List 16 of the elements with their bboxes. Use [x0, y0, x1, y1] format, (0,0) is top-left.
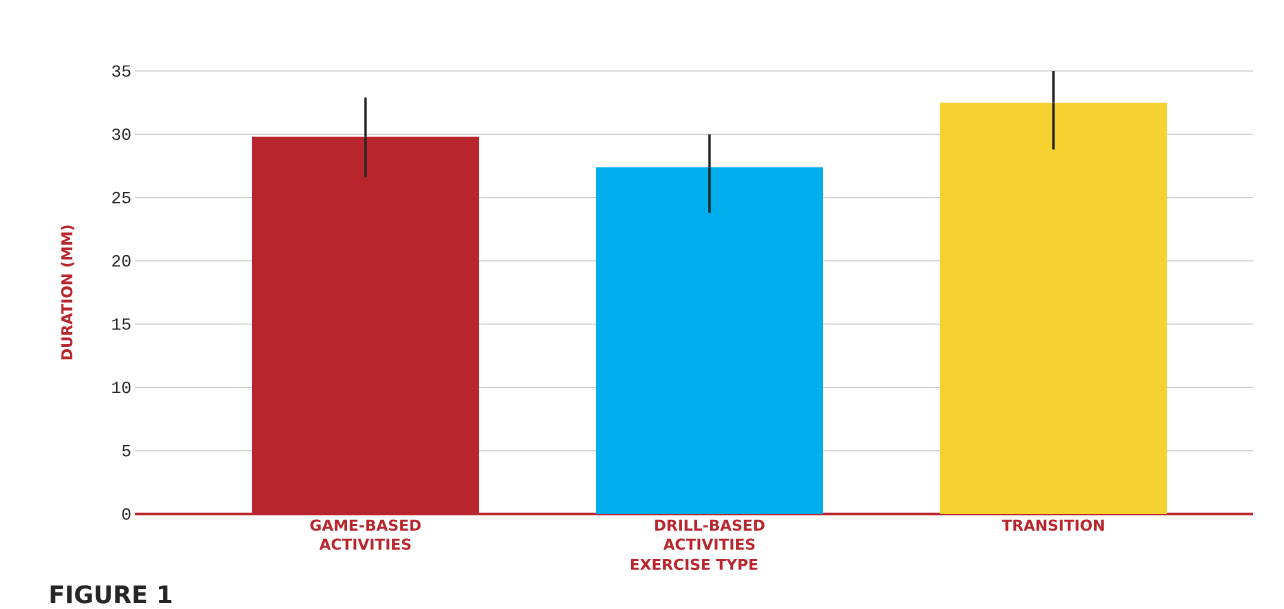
x-axis-title: EXERCISE TYPE [630, 558, 758, 571]
x-tick-label: DRILL-BASED ACTIVITIES [655, 519, 765, 550]
y-tick-label: 25 [112, 191, 131, 204]
y-tick-label: 35 [112, 65, 131, 77]
y-tick-label: 5 [122, 445, 131, 457]
y-tick-label: 15 [112, 318, 131, 330]
x-tick-label: GAME-BASED ACTIVITIES [310, 519, 421, 550]
y-tick-label: 10 [112, 381, 131, 394]
x-tick-label: TRANSITION [1001, 519, 1104, 531]
bar [939, 102, 1167, 514]
y-axis-title: DURATION (MM) [60, 225, 75, 360]
caption: FIGURE 1 [50, 585, 172, 604]
y-tick-label: 30 [112, 128, 131, 141]
bar [595, 167, 823, 514]
y-tick-label: 20 [112, 255, 131, 267]
y-tick-label: 0 [122, 508, 131, 520]
